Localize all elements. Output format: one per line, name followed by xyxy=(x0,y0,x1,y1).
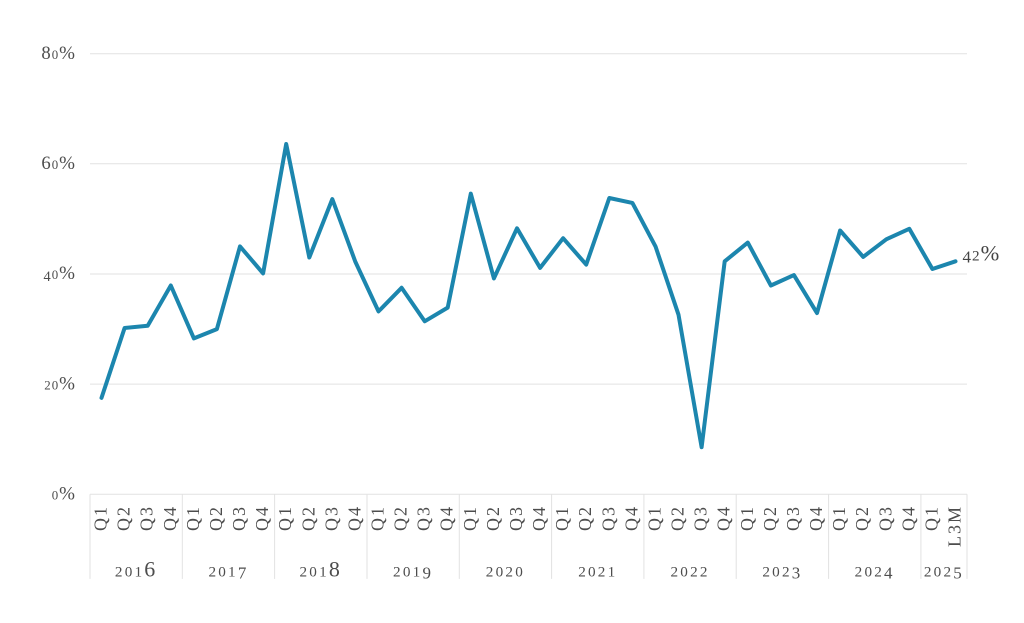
svg-text:Q1: Q1 xyxy=(183,505,203,531)
svg-text:Q4: Q4 xyxy=(621,505,641,531)
svg-text:Q3: Q3 xyxy=(229,505,249,531)
svg-text:Q1: Q1 xyxy=(368,505,388,531)
svg-text:Q2: Q2 xyxy=(114,505,134,531)
svg-text:2022: 2022 xyxy=(671,564,710,581)
svg-text:2024: 2024 xyxy=(855,564,895,583)
svg-text:2019: 2019 xyxy=(393,564,433,583)
svg-text:Q2: Q2 xyxy=(852,505,872,531)
svg-text:Q2: Q2 xyxy=(298,505,318,531)
svg-text:Q2: Q2 xyxy=(575,505,595,531)
svg-text:42%: 42% xyxy=(963,241,1001,267)
svg-text:Q1: Q1 xyxy=(552,505,572,531)
svg-text:Q1: Q1 xyxy=(275,505,295,531)
svg-text:2020: 2020 xyxy=(486,564,525,581)
svg-text:L3M: L3M xyxy=(945,505,965,547)
svg-text:Q3: Q3 xyxy=(875,505,895,531)
svg-text:Q2: Q2 xyxy=(206,505,226,531)
svg-text:2018: 2018 xyxy=(300,557,343,582)
svg-text:Q1: Q1 xyxy=(737,505,757,531)
svg-text:Q3: Q3 xyxy=(414,505,434,531)
svg-text:40%: 40% xyxy=(44,263,76,285)
svg-text:80%: 80% xyxy=(41,43,76,64)
svg-text:2023: 2023 xyxy=(762,564,802,583)
svg-text:60%: 60% xyxy=(41,153,76,174)
svg-text:Q3: Q3 xyxy=(506,505,526,531)
svg-text:Q4: Q4 xyxy=(898,505,918,531)
svg-text:2025: 2025 xyxy=(924,564,964,583)
svg-text:2017: 2017 xyxy=(208,564,248,583)
svg-text:Q4: Q4 xyxy=(437,505,457,531)
svg-text:Q2: Q2 xyxy=(391,505,411,531)
svg-text:Q3: Q3 xyxy=(783,505,803,531)
svg-text:20%: 20% xyxy=(44,373,76,394)
svg-text:Q1: Q1 xyxy=(460,505,480,531)
svg-text:Q2: Q2 xyxy=(760,505,780,531)
svg-text:Q1: Q1 xyxy=(829,505,849,531)
svg-text:Q3: Q3 xyxy=(321,505,341,531)
svg-text:Q4: Q4 xyxy=(344,505,364,531)
svg-text:Q3: Q3 xyxy=(691,505,711,531)
svg-text:Q4: Q4 xyxy=(806,505,826,531)
svg-text:2021: 2021 xyxy=(578,564,617,581)
svg-text:Q1: Q1 xyxy=(91,505,111,531)
svg-text:Q4: Q4 xyxy=(714,505,734,531)
svg-text:Q2: Q2 xyxy=(668,505,688,531)
svg-text:Q2: Q2 xyxy=(483,505,503,531)
svg-text:Q3: Q3 xyxy=(137,505,157,531)
svg-text:Q4: Q4 xyxy=(160,505,180,531)
svg-text:Q1: Q1 xyxy=(921,505,941,531)
svg-text:Q3: Q3 xyxy=(598,505,618,531)
svg-text:Q4: Q4 xyxy=(252,505,272,531)
svg-text:Q4: Q4 xyxy=(529,505,549,531)
svg-text:Q1: Q1 xyxy=(645,505,665,531)
svg-text:0%: 0% xyxy=(52,484,76,505)
svg-text:2016: 2016 xyxy=(115,557,158,582)
